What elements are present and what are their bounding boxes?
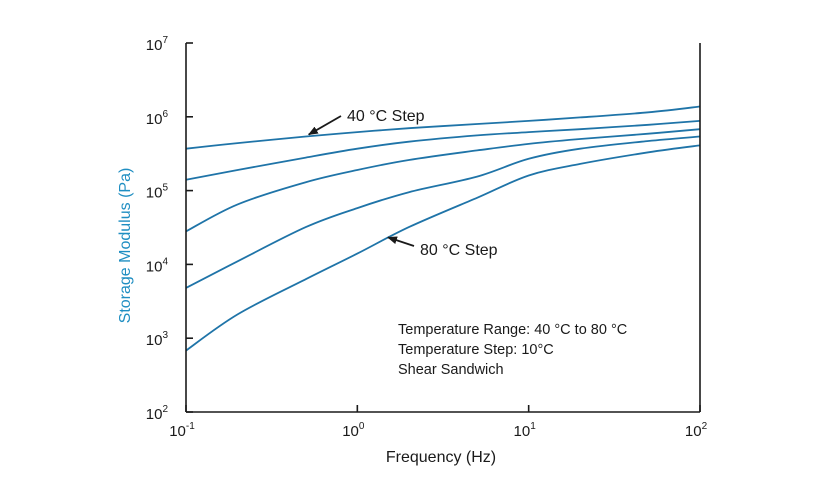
annotation-arrow: [387, 236, 415, 247]
x-tick-base: 10: [169, 423, 186, 440]
x-tick-label: 100: [342, 421, 365, 440]
y-tick-label: 106: [146, 109, 169, 128]
x-tick-label: 10-1: [169, 421, 195, 440]
x-axis-title: Frequency (Hz): [386, 449, 496, 466]
x-tick-base: 10: [514, 423, 531, 440]
series-line-4: [185, 135, 701, 289]
annotation-group: 40 °C Step 80 °C Step: [307, 108, 498, 259]
y-tick-base: 10: [146, 332, 163, 349]
y-tick-exponent: 7: [162, 35, 168, 46]
x-tick-label: 102: [685, 421, 708, 440]
y-tick-label: 107: [146, 35, 169, 54]
y-tick-label: 102: [146, 404, 169, 423]
y-tick-exponent: 4: [162, 256, 168, 267]
annotation-arrow: [307, 115, 342, 136]
x-tick-exponent: 2: [702, 421, 708, 432]
y-tick-label: 104: [146, 256, 169, 275]
x-tick-exponent: 1: [530, 421, 536, 432]
x-tick-exponent: 0: [359, 421, 365, 432]
y-tick-label: 105: [146, 183, 169, 202]
x-tick-base: 10: [342, 423, 359, 440]
y-tick-base: 10: [146, 258, 163, 275]
y-tick-base: 10: [146, 111, 163, 128]
y-tick-exponent: 5: [162, 183, 168, 194]
y-tick-exponent: 2: [162, 404, 168, 415]
x-tick-group: 10-1 100 101 102: [169, 405, 708, 440]
y-tick-base: 10: [146, 406, 163, 423]
plot-lines: [185, 105, 701, 352]
series-line-2: [185, 120, 701, 181]
notes-block: Temperature Range: 40 °C to 80 °C Tempera…: [398, 322, 627, 378]
y-tick-exponent: 3: [162, 330, 168, 341]
note-line: Temperature Step: 10°C: [398, 342, 554, 358]
annotation-label: 80 °C Step: [420, 242, 498, 259]
series-line-3: [185, 128, 701, 233]
y-tick-exponent: 6: [162, 109, 168, 120]
y-axis-title: Storage Modulus (Pa): [117, 168, 134, 324]
note-line: Shear Sandwich: [398, 362, 504, 378]
x-tick-exponent: -1: [186, 421, 195, 432]
note-line: Temperature Range: 40 °C to 80 °C: [398, 322, 627, 338]
annotation-label: 40 °C Step: [347, 108, 425, 125]
series-line-1: [185, 105, 701, 150]
y-tick-label: 103: [146, 330, 169, 349]
y-tick-base: 10: [146, 37, 163, 54]
series-line-5: [185, 144, 701, 352]
x-tick-label: 101: [514, 421, 537, 440]
y-tick-base: 10: [146, 185, 163, 202]
x-tick-base: 10: [685, 423, 702, 440]
